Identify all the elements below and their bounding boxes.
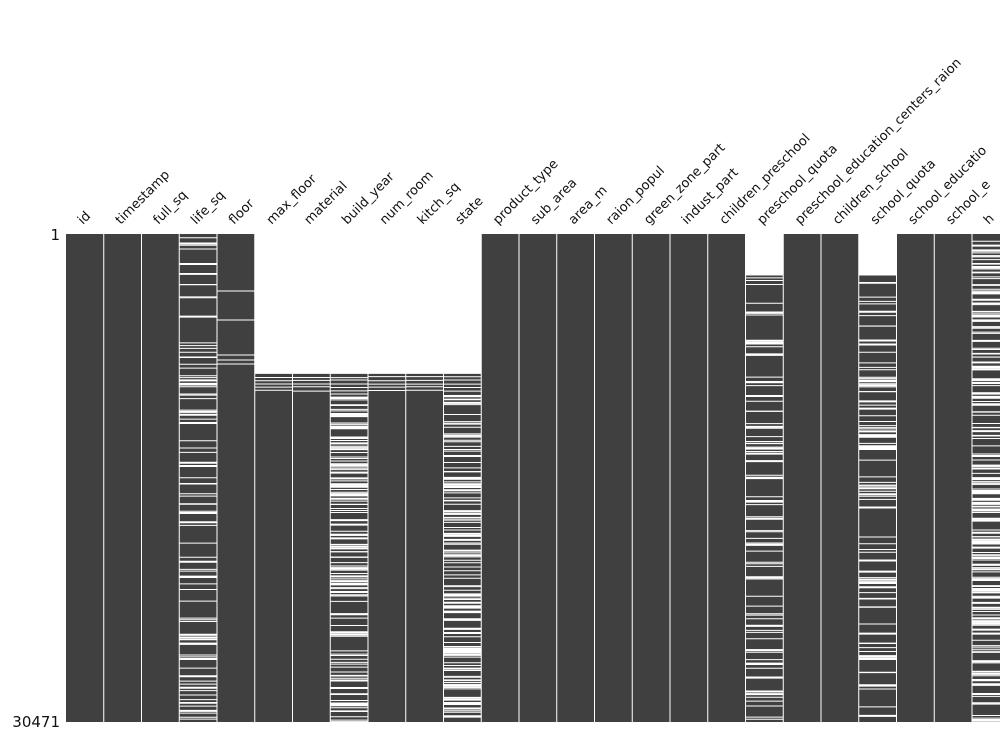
column-cell-product_type — [481, 234, 519, 722]
column-cell-school_e — [934, 234, 972, 722]
missing-value-lines — [179, 237, 1000, 723]
column-cell-sub_area — [519, 234, 557, 722]
column-cell-preschool_education_centers_raion — [783, 234, 821, 722]
column-label-product_type: product_type — [490, 157, 561, 228]
row-tick-label-bottom: 30471 — [12, 713, 60, 731]
column-label-school_quota: school_quota — [868, 157, 939, 228]
column-cell-children_school — [821, 234, 859, 722]
column-cell-raion_popul — [594, 234, 633, 722]
column-cell-max_floor — [254, 373, 293, 722]
column-label-floor: floor — [226, 196, 258, 228]
column-cell-num_room — [368, 373, 406, 722]
column-cell-area_m — [556, 234, 595, 722]
row-tick-label-top: 1 — [50, 226, 60, 244]
column-cell-timestamp — [103, 234, 142, 722]
column-cell-state — [443, 373, 482, 722]
column-cell-id — [66, 234, 104, 722]
column-cell-green_zone_part — [632, 234, 670, 722]
column-label-state: state — [453, 194, 487, 228]
column-cell-children_preschool — [707, 234, 746, 722]
column-cell-school_quota — [858, 275, 897, 722]
column-label-h: h — [981, 211, 997, 227]
column-label-life_sq: life_sq — [188, 188, 228, 228]
column-cell-full_sq — [141, 234, 180, 722]
column-cell-kitch_sq — [405, 373, 444, 722]
column-cell-school_educatio — [896, 234, 935, 722]
column-cell-floor — [217, 234, 255, 722]
column-separators — [103, 234, 973, 722]
column-cell-material — [292, 373, 331, 722]
row-labels: 1 30471 — [12, 226, 60, 731]
column-cell-preschool_quota — [745, 275, 784, 722]
column-label-id: id — [75, 209, 94, 228]
column-cell-indust_part — [670, 234, 708, 722]
